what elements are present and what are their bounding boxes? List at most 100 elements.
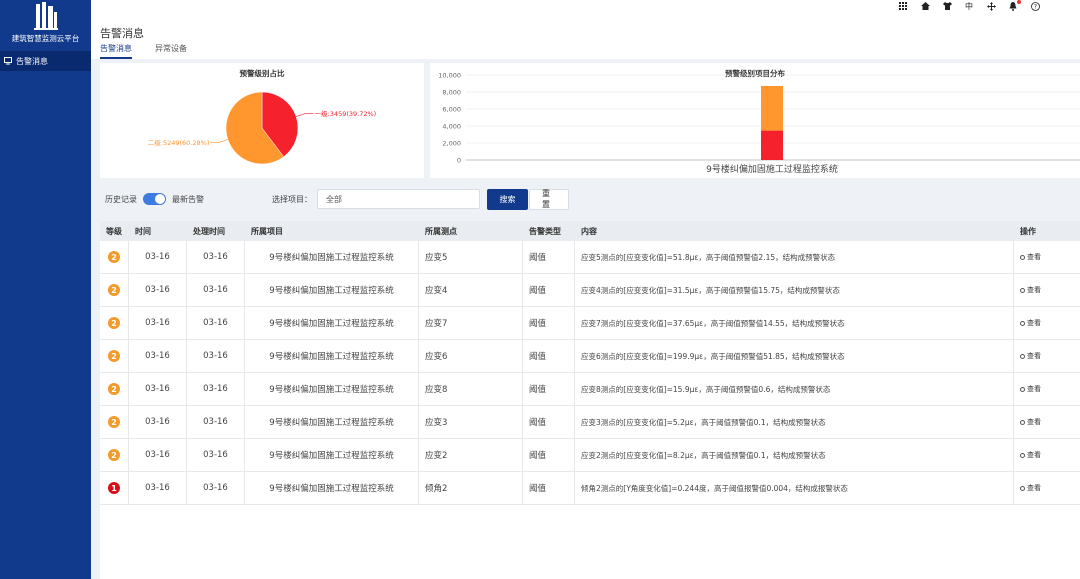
type-cell: 阈值: [523, 307, 575, 339]
handle-time-cell: 03-16: [187, 406, 245, 438]
alarm-table: 等级 时间 处理时间 所属项目 所属测点 告警类型 内容 操作 2 03-16 03…: [100, 221, 1080, 579]
column-header-content: 内容: [581, 226, 597, 236]
content-cell: 应变5测点的[应变变化值]=51.8με，高于阈值预警值2.15，结构成预警状态: [575, 241, 1014, 273]
action-cell: 查看: [1014, 439, 1080, 471]
y-tick-label: 8,000: [442, 89, 461, 97]
page-title: 告警消息: [100, 27, 144, 40]
table-row: 2 03-16 03-16 9号楼纠偏加固施工过程监控系统 应变3 阈值 应变3测点的[应变…: [100, 406, 1080, 439]
help-icon[interactable]: ?: [1030, 1, 1040, 11]
language-switch[interactable]: 中: [965, 1, 973, 11]
column-header-handle-time: 处理时间: [193, 226, 225, 236]
handle-time-cell: 03-16: [187, 373, 245, 405]
handle-time-cell: 03-16: [187, 274, 245, 306]
point-cell: 应变7: [419, 307, 523, 339]
view-icon: [1020, 419, 1025, 425]
view-button[interactable]: 查看: [1020, 417, 1041, 427]
view-button[interactable]: 查看: [1020, 252, 1041, 262]
pie-chart: 一级:3459(39.72%) 二级:5249(60.28%): [148, 91, 377, 165]
view-icon: [1020, 386, 1025, 392]
level-cell: 2: [100, 340, 129, 372]
sidebar: 建筑智慧监测云平台 告警消息: [0, 0, 91, 579]
level-badge: 2: [108, 350, 120, 362]
table-row: 2 03-16 03-16 9号楼纠偏加固施工过程监控系统 应变7 阈值 应变7测点的[应变…: [100, 307, 1080, 340]
select-project-label: 选择项目：: [272, 194, 312, 204]
bar-segment-1[interactable]: [761, 130, 783, 160]
view-icon: [1020, 353, 1025, 359]
top-bar: 中 ?: [91, 0, 1080, 12]
home-icon[interactable]: [920, 1, 930, 11]
y-tick-label: 2,000: [442, 140, 461, 148]
handle-time-cell: 03-16: [187, 340, 245, 372]
table-header: 等级 时间 处理时间 所属项目 所属测点 告警类型 内容 操作: [100, 221, 1080, 241]
pie-chart-title: 预警级别占比: [239, 69, 285, 78]
table-row: 1 03-16 03-16 9号楼纠偏加固施工过程监控系统 倾角2 阈值 倾角2测点的[Y角…: [100, 472, 1080, 505]
point-cell: 应变6: [419, 340, 523, 372]
column-header-point: 所属测点: [425, 226, 457, 236]
project-cell: 9号楼纠偏加固施工过程监控系统: [245, 373, 419, 405]
view-button[interactable]: 查看: [1020, 384, 1041, 394]
view-icon: [1020, 452, 1025, 458]
project-cell: 9号楼纠偏加固施工过程监控系统: [245, 472, 419, 504]
view-button[interactable]: 查看: [1020, 318, 1041, 328]
action-cell: 查看: [1014, 340, 1080, 372]
type-cell: 阈值: [523, 439, 575, 471]
level-cell: 2: [100, 439, 129, 471]
view-button[interactable]: 查看: [1020, 285, 1041, 295]
action-cell: 查看: [1014, 406, 1080, 438]
action-cell: 查看: [1014, 274, 1080, 306]
sidebar-item-label: 告警消息: [16, 56, 48, 66]
action-cell: 查看: [1014, 472, 1080, 504]
history-latest-toggle[interactable]: [143, 193, 166, 205]
time-cell: 03-16: [129, 274, 187, 306]
y-tick-label: 4,000: [442, 123, 461, 131]
time-cell: 03-16: [129, 406, 187, 438]
level-cell: 2: [100, 241, 129, 273]
point-cell: 应变2: [419, 439, 523, 471]
reset-button[interactable]: 重置: [529, 188, 569, 210]
y-tick-label: 6,000: [442, 106, 461, 114]
action-cell: 查看: [1014, 307, 1080, 339]
time-cell: 03-16: [129, 472, 187, 504]
view-button[interactable]: 查看: [1020, 483, 1041, 493]
time-cell: 03-16: [129, 307, 187, 339]
pie-label-2: 二级:5249(60.28%): [148, 138, 210, 147]
handle-time-cell: 03-16: [187, 241, 245, 273]
view-label: 查看: [1027, 484, 1041, 492]
level-cell: 2: [100, 406, 129, 438]
level-cell: 2: [100, 274, 129, 306]
logo-area: 建筑智慧监测云平台: [0, 0, 91, 46]
level-badge: 2: [108, 383, 120, 395]
bar-chart-panel: 预警级别项目分布 0 2,000 4,000 6,000 8,000 10,000 9号楼纠…: [430, 63, 1080, 178]
level-cell: 2: [100, 307, 129, 339]
view-button[interactable]: 查看: [1020, 450, 1041, 460]
bar-segment-2[interactable]: [761, 85, 783, 131]
content-cell: 应变6测点的[应变变化值]=199.9με，高于阈值预警值51.85，结构成预警…: [575, 340, 1014, 372]
handle-time-cell: 03-16: [187, 472, 245, 504]
table-row: 2 03-16 03-16 9号楼纠偏加固施工过程监控系统 应变4 阈值 应变4测点的[应变…: [100, 274, 1080, 307]
content-cell: 应变8测点的[应变变化值]=15.9με，高于阈值预警值0.6，结构成预警状态: [575, 373, 1014, 405]
point-cell: 应变3: [419, 406, 523, 438]
x-category-label: 9号楼纠偏加固施工过程监控系统: [706, 163, 838, 175]
pie-label-1: 一级:3459(39.72%): [315, 109, 377, 118]
project-cell: 9号楼纠偏加固施工过程监控系统: [245, 307, 419, 339]
project-select[interactable]: 全部: [317, 189, 480, 209]
content-cell: 应变7测点的[应变变化值]=37.65με，高于阈值预警值14.55，结构成预警…: [575, 307, 1014, 339]
move-icon[interactable]: [986, 1, 996, 11]
sub-tabs: 告警消息 异常设备: [100, 43, 187, 59]
time-cell: 03-16: [129, 373, 187, 405]
handle-time-cell: 03-16: [187, 439, 245, 471]
search-button[interactable]: 搜索: [487, 188, 528, 210]
history-label: 历史记录: [105, 194, 137, 204]
project-cell: 9号楼纠偏加固施工过程监控系统: [245, 340, 419, 372]
pie-slice-2[interactable]: [225, 91, 285, 165]
shirt-icon[interactable]: [942, 1, 952, 11]
grid-icon[interactable]: [898, 1, 908, 11]
bar-chart: 0 2,000 4,000 6,000 8,000 10,000 9号楼纠偏加固施工过程监控…: [438, 72, 1080, 175]
table-row: 2 03-16 03-16 9号楼纠偏加固施工过程监控系统 应变2 阈值 应变2测点的[应变…: [100, 439, 1080, 472]
bell-icon[interactable]: [1008, 0, 1021, 11]
view-button[interactable]: 查看: [1020, 351, 1041, 361]
sidebar-item-alarm-messages[interactable]: 告警消息: [0, 51, 91, 71]
tab-abnormal-devices[interactable]: 异常设备: [155, 44, 187, 53]
tab-alarm-messages[interactable]: 告警消息: [100, 43, 132, 59]
content-cell: 应变4测点的[应变变化值]=31.5με，高于阈值预警值15.75，结构成预警状…: [575, 274, 1014, 306]
